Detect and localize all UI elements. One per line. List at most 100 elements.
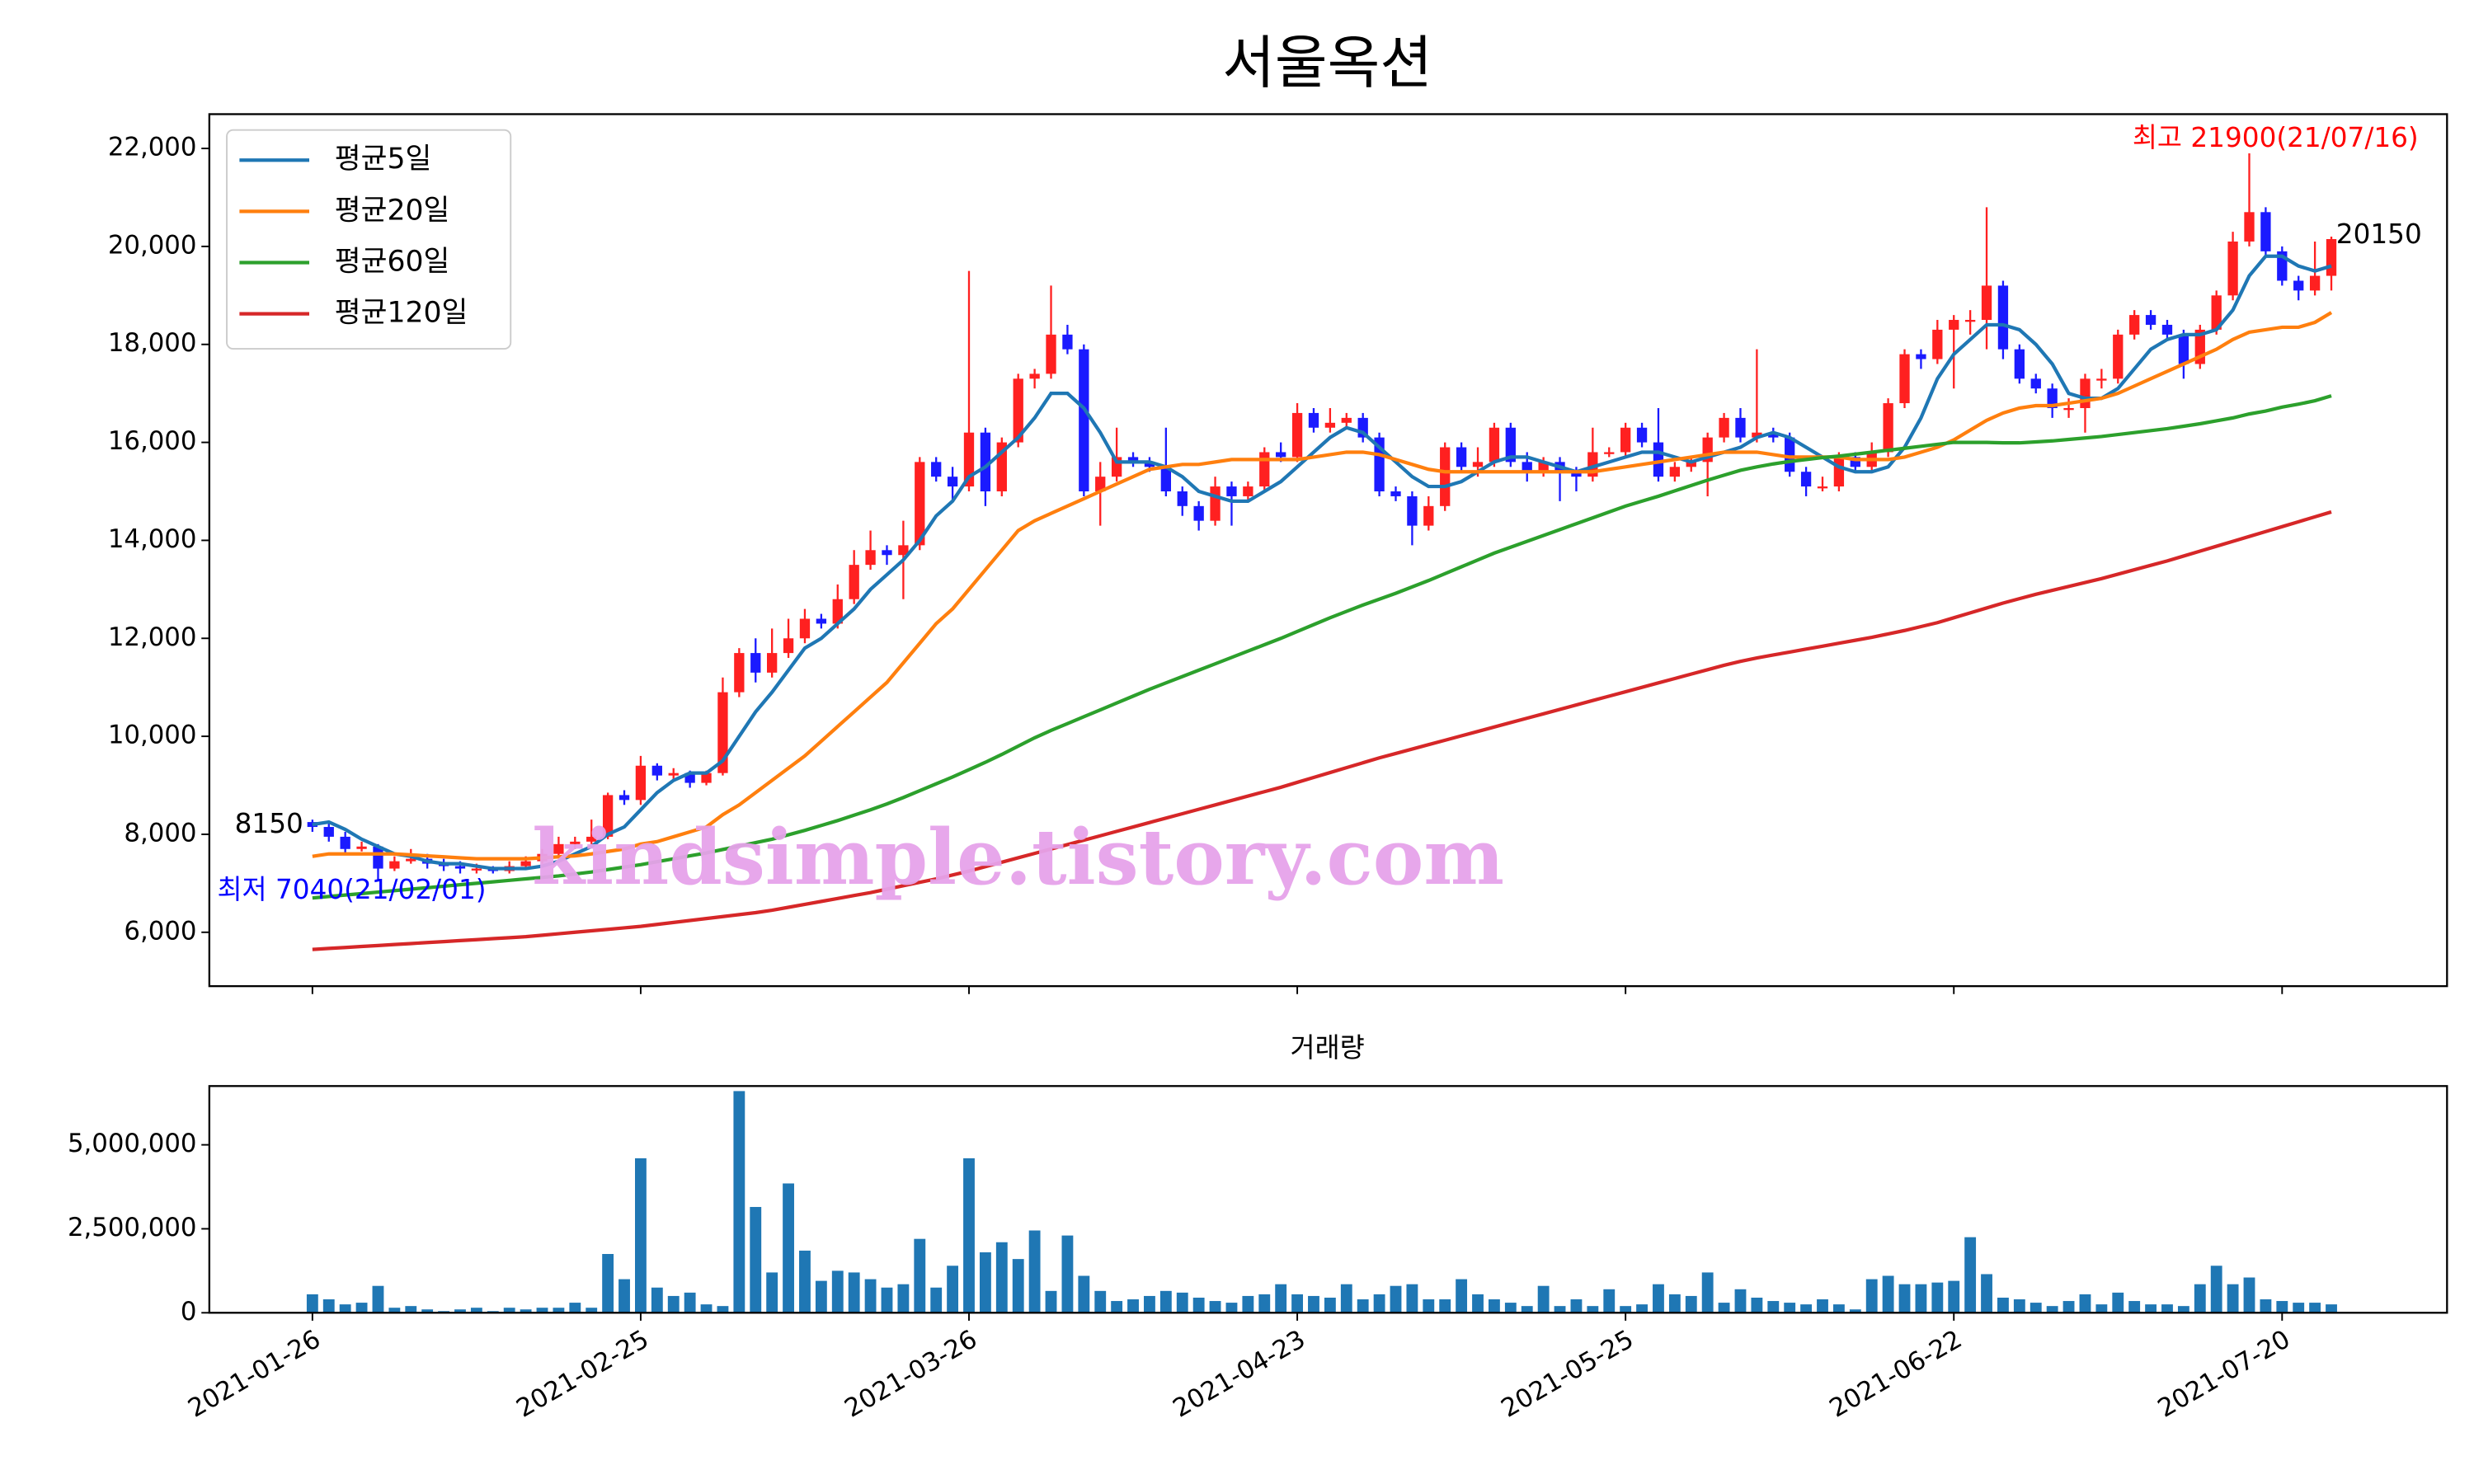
volume-bar bbox=[355, 1303, 368, 1313]
candle-body bbox=[2113, 334, 2124, 379]
volume-bar bbox=[1028, 1230, 1041, 1313]
candle-body bbox=[2047, 388, 2058, 408]
volume-bar bbox=[388, 1308, 401, 1313]
volume-title: 거래량 bbox=[1291, 1032, 1365, 1064]
volume-bar bbox=[1456, 1279, 1468, 1313]
candle-body bbox=[750, 653, 761, 673]
candle-body bbox=[1620, 427, 1631, 453]
candle-body bbox=[2260, 212, 2271, 251]
legend-label: 평균20일 bbox=[335, 194, 450, 227]
volume-bar bbox=[2062, 1301, 2075, 1313]
volume-bar bbox=[520, 1309, 532, 1313]
legend-label: 평균5일 bbox=[335, 143, 432, 176]
volume-bar bbox=[602, 1254, 614, 1313]
volume-bar bbox=[995, 1242, 1008, 1313]
candle-body bbox=[816, 618, 827, 624]
volume-bar bbox=[2145, 1304, 2157, 1313]
volume-bar bbox=[831, 1270, 844, 1313]
candle-body bbox=[1029, 373, 1040, 379]
volume-bar bbox=[1489, 1299, 1500, 1313]
candle-body bbox=[2080, 378, 2091, 408]
volume-bar bbox=[1176, 1292, 1188, 1313]
volume-bar bbox=[1242, 1295, 1254, 1313]
volume-bar bbox=[864, 1279, 877, 1313]
candle-body bbox=[1079, 349, 1089, 492]
candle-body bbox=[931, 462, 942, 477]
volume-bar bbox=[1964, 1237, 1977, 1313]
volume-bar bbox=[1504, 1303, 1517, 1313]
candle-body bbox=[1160, 467, 1171, 492]
y-tick-label: 6,000 bbox=[124, 916, 196, 946]
volume-bar bbox=[618, 1279, 630, 1313]
y-tick-label: 22,000 bbox=[108, 133, 197, 162]
volume-bar bbox=[733, 1091, 745, 1313]
volume-bar bbox=[651, 1287, 663, 1313]
candle-body bbox=[1768, 432, 1779, 438]
volume-bar bbox=[1849, 1309, 1861, 1313]
volume-bar bbox=[848, 1272, 860, 1313]
candle-body bbox=[1850, 457, 1860, 467]
volume-bar bbox=[1653, 1284, 1664, 1313]
candle-body bbox=[635, 765, 647, 801]
candle-body bbox=[1127, 457, 1139, 463]
volume-bar bbox=[1094, 1290, 1107, 1313]
volume-frame bbox=[208, 1085, 2448, 1314]
volume-bar bbox=[2210, 1266, 2222, 1313]
candle-body bbox=[602, 795, 614, 837]
candle-body bbox=[1800, 472, 1812, 487]
volume-bar bbox=[1620, 1306, 1632, 1313]
y-tick-label: 14,000 bbox=[108, 524, 197, 554]
volume-bar bbox=[2293, 1303, 2305, 1313]
volume-bar bbox=[1948, 1280, 1960, 1313]
candle-body bbox=[520, 861, 531, 866]
candle-body bbox=[668, 773, 679, 776]
volume-bar bbox=[2112, 1292, 2124, 1313]
candle-body bbox=[882, 550, 892, 556]
candle-body bbox=[1144, 462, 1155, 467]
candle-body bbox=[898, 545, 909, 556]
candle-body bbox=[717, 692, 728, 773]
volume-bar bbox=[1832, 1304, 1845, 1313]
candle-body bbox=[1095, 477, 1106, 492]
candle-body bbox=[454, 866, 466, 869]
candle-body bbox=[1243, 486, 1253, 496]
candle-body bbox=[1522, 462, 1532, 472]
volume-bar bbox=[1898, 1284, 1911, 1313]
candle-body bbox=[1949, 320, 1959, 330]
candle-body bbox=[1177, 491, 1188, 506]
volume-bar bbox=[1882, 1275, 1894, 1313]
candle-body bbox=[947, 477, 958, 487]
candle-body bbox=[1571, 472, 1582, 477]
candle-body bbox=[1785, 437, 1795, 472]
candle-body bbox=[2211, 295, 2222, 330]
y-tick-label: 10,000 bbox=[108, 721, 197, 750]
volume-bar bbox=[684, 1292, 696, 1313]
candle-body bbox=[799, 618, 811, 639]
candle-body bbox=[1669, 467, 1681, 477]
volume-bar bbox=[1225, 1303, 1238, 1313]
volume-bar bbox=[536, 1308, 548, 1313]
volume-bar bbox=[700, 1304, 713, 1313]
volume-bar bbox=[2243, 1277, 2255, 1313]
volume-bar bbox=[2177, 1306, 2189, 1313]
volume-bar bbox=[1915, 1284, 1927, 1313]
volume-bar bbox=[1603, 1289, 1616, 1313]
volume-bar bbox=[2276, 1301, 2288, 1313]
candle-body bbox=[2129, 315, 2140, 335]
volume-bar bbox=[1078, 1275, 1090, 1313]
volume-bar bbox=[1865, 1279, 1878, 1313]
candle-body bbox=[356, 846, 367, 849]
volume-bar bbox=[2030, 1303, 2042, 1313]
candle-body bbox=[865, 550, 876, 566]
volume-bar bbox=[783, 1183, 794, 1313]
candle-body bbox=[980, 432, 991, 492]
candle-body bbox=[1291, 412, 1303, 458]
volume-bar bbox=[979, 1252, 991, 1313]
volume-bar bbox=[2095, 1304, 2108, 1313]
candle-body bbox=[1423, 505, 1434, 526]
candle-body bbox=[2096, 378, 2107, 381]
candle-body bbox=[832, 599, 843, 624]
ma-line bbox=[312, 311, 2333, 861]
volume-bar bbox=[2128, 1301, 2141, 1313]
volume-bar bbox=[1800, 1304, 1813, 1313]
